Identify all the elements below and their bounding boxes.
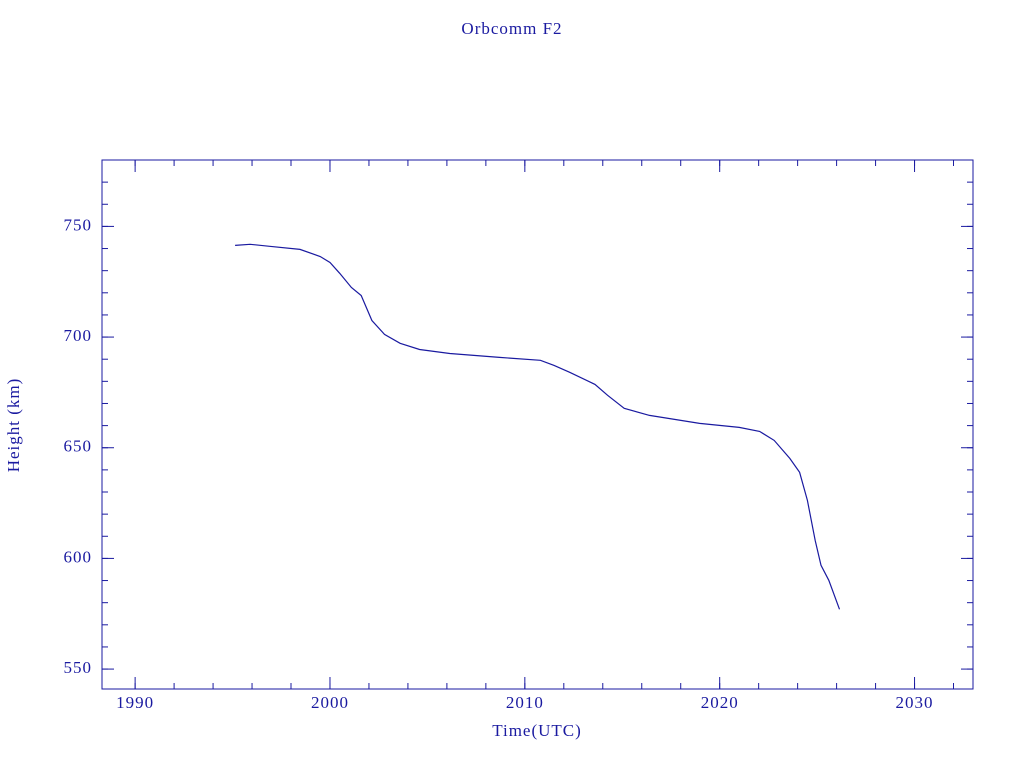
y-tick-label: 700 bbox=[64, 326, 93, 345]
x-axis-label: Time(UTC) bbox=[492, 721, 582, 740]
x-tick-label: 2020 bbox=[701, 693, 739, 712]
y-tick-label: 650 bbox=[64, 437, 93, 456]
x-tick-label: 2030 bbox=[896, 693, 934, 712]
y-tick-label: 600 bbox=[64, 547, 93, 566]
y-axis-label: Height (km) bbox=[4, 378, 23, 473]
x-tick-label: 1990 bbox=[116, 693, 154, 712]
chart-title: Orbcomm F2 bbox=[461, 19, 562, 38]
x-tick-label: 2010 bbox=[506, 693, 544, 712]
y-tick-label: 750 bbox=[64, 215, 93, 234]
plot-frame bbox=[101, 159, 974, 690]
x-tick-label: 2000 bbox=[311, 693, 349, 712]
y-tick-label: 550 bbox=[64, 658, 93, 677]
data-line bbox=[235, 243, 841, 610]
